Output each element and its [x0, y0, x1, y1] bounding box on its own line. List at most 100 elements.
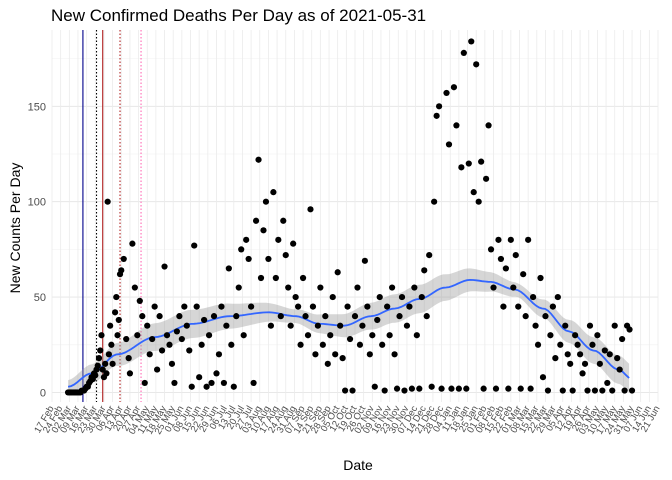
- data-point: [398, 293, 406, 301]
- data-point: [334, 269, 341, 276]
- data-point: [581, 360, 589, 367]
- data-point: [141, 379, 148, 387]
- data-point: [359, 322, 366, 329]
- data-point: [376, 293, 383, 301]
- data-point: [586, 322, 594, 329]
- data-point: [156, 313, 163, 320]
- data-point: [257, 274, 265, 282]
- data-point: [445, 141, 453, 148]
- data-point: [230, 383, 237, 390]
- data-point: [460, 49, 467, 56]
- data-point: [426, 252, 433, 259]
- data-point: [245, 255, 252, 263]
- data-point: [448, 385, 455, 392]
- data-point: [351, 313, 359, 320]
- data-point: [203, 383, 210, 390]
- data-point: [95, 355, 103, 362]
- data-point: [502, 265, 509, 272]
- trend-line-path: [67, 278, 630, 388]
- data-point: [408, 385, 415, 392]
- data-point: [240, 332, 247, 339]
- data-point: [97, 347, 104, 354]
- data-point: [403, 322, 411, 329]
- data-point: [431, 198, 438, 205]
- data-point: [596, 360, 603, 367]
- data-point: [285, 284, 292, 291]
- data-point: [621, 387, 628, 394]
- data-point: [267, 322, 275, 329]
- data-point: [591, 387, 599, 394]
- data-points: [64, 38, 636, 396]
- data-point: [168, 360, 176, 367]
- data-point: [547, 332, 554, 339]
- data-point: [125, 355, 132, 362]
- data-point: [166, 341, 173, 348]
- data-point: [361, 257, 368, 264]
- data-point: [299, 274, 307, 282]
- data-point: [614, 355, 621, 362]
- data-point: [433, 112, 440, 119]
- data-point: [235, 284, 242, 291]
- data-point: [302, 313, 309, 320]
- data-point: [616, 366, 623, 373]
- data-point: [520, 271, 527, 278]
- data-point: [386, 332, 393, 339]
- data-point: [482, 175, 490, 182]
- data-point: [406, 303, 413, 310]
- data-point: [527, 385, 534, 392]
- data-point: [103, 370, 110, 377]
- data-point: [218, 303, 225, 310]
- trend-line: [67, 268, 630, 394]
- data-point: [233, 313, 240, 320]
- data-point: [295, 303, 302, 310]
- data-point: [490, 284, 497, 291]
- data-point: [393, 385, 401, 392]
- data-point: [337, 322, 344, 329]
- data-point: [178, 335, 185, 343]
- data-point: [183, 322, 190, 329]
- data-point: [280, 217, 287, 224]
- data-point: [113, 293, 120, 301]
- data-point: [389, 284, 396, 291]
- data-point: [149, 335, 156, 343]
- data-point: [552, 355, 559, 362]
- data-point: [349, 387, 356, 394]
- data-point: [611, 322, 618, 329]
- data-point: [584, 387, 591, 394]
- data-point: [260, 227, 267, 234]
- data-point: [525, 236, 532, 243]
- data-point: [522, 313, 529, 320]
- data-point: [205, 332, 213, 339]
- data-point: [374, 316, 381, 324]
- data-point: [208, 379, 215, 387]
- y-axis-title: New Counts Per Day: [7, 163, 23, 294]
- data-point: [478, 158, 485, 165]
- data-point: [118, 267, 125, 274]
- data-point: [371, 383, 378, 390]
- data-point: [136, 297, 143, 304]
- data-point: [495, 236, 502, 243]
- data-point: [215, 351, 223, 358]
- data-point: [171, 379, 178, 387]
- data-point: [438, 385, 445, 392]
- data-point: [322, 313, 329, 320]
- data-point: [354, 284, 361, 291]
- data-point: [120, 255, 127, 263]
- data-point: [606, 351, 613, 358]
- gridlines: [51, 30, 659, 402]
- data-point: [579, 370, 586, 377]
- data-point: [104, 198, 111, 205]
- data-point: [213, 370, 220, 377]
- data-point: [356, 341, 364, 348]
- data-point: [176, 313, 183, 320]
- data-point: [421, 267, 428, 274]
- data-point: [319, 341, 326, 348]
- data-point: [542, 313, 549, 320]
- data-point: [309, 303, 317, 310]
- data-point: [381, 387, 388, 394]
- data-point: [317, 284, 324, 291]
- data-point: [99, 366, 106, 373]
- data-point: [512, 252, 519, 259]
- data-point: [500, 303, 507, 310]
